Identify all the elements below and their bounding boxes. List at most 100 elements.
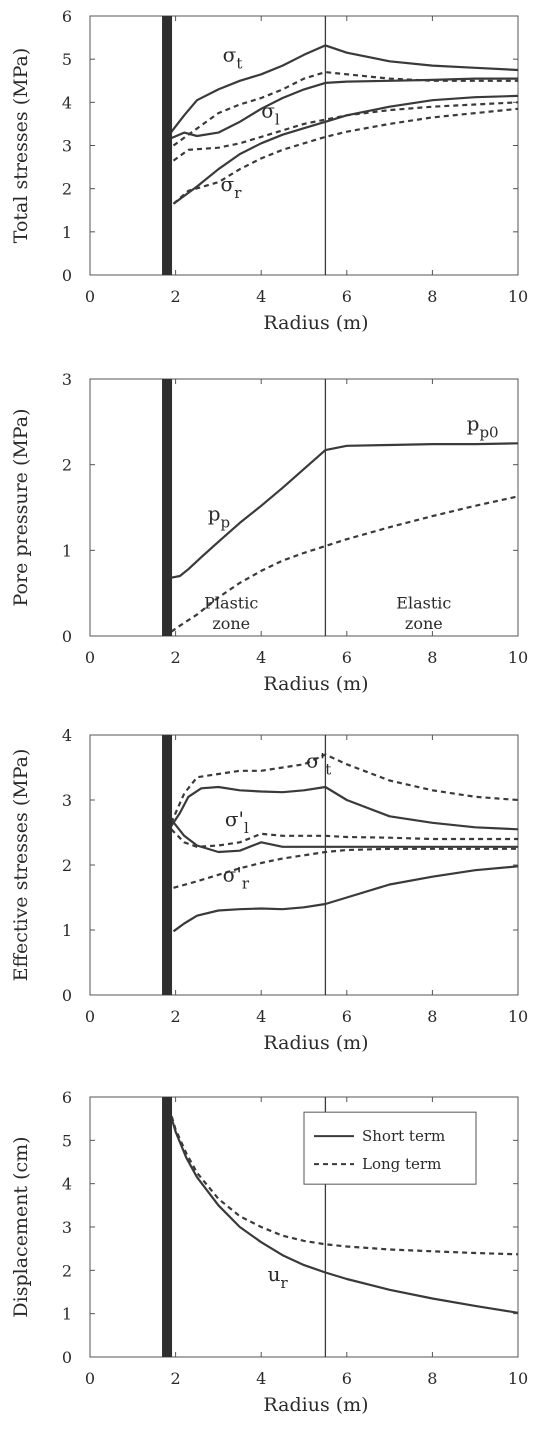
curve-label-symbol: σ' <box>306 749 325 773</box>
zone-label: zone <box>212 614 250 633</box>
x-tick-label: 6 <box>342 648 352 667</box>
x-tick-label: 0 <box>85 287 95 306</box>
y-axis-label: Effective stresses (MPa) <box>10 749 32 982</box>
series-line-6-dashed <box>173 847 518 889</box>
series-line-4-dashed <box>172 70 518 147</box>
plot-frame <box>89 378 519 637</box>
y-tick-label: 3 <box>62 370 72 389</box>
y-tick-label: 1 <box>62 541 72 560</box>
curve-label-symbol: σ <box>221 172 235 196</box>
y-tick-label: 4 <box>62 1175 72 1194</box>
plot-frame <box>89 734 519 996</box>
curve-label-subscript: r <box>234 184 242 202</box>
y-tick-label: 0 <box>62 1348 72 1367</box>
series-line-2-solid <box>170 818 518 854</box>
x-tick-label: 2 <box>171 1369 181 1388</box>
chart-panel-4: 0 2 4 6 8 10 0 1 2 3 4 5 6 Radius (m) Displacement (cm… <box>10 1088 528 1416</box>
x-tick-label: 6 <box>342 1369 352 1388</box>
tunnel-wall-bar <box>162 1097 173 1357</box>
legend-label-long-term: Long term <box>362 1155 441 1173</box>
y-axis-label: Pore pressure (MPa) <box>10 409 32 607</box>
curve-label-symbol: p <box>467 411 480 435</box>
legend-box <box>303 1111 477 1185</box>
series-line-4-dashed <box>170 753 519 824</box>
curve-label-2: σ'l <box>225 807 249 837</box>
x-axis-label: Radius (m) <box>263 312 368 334</box>
curve-label-symbol: p <box>208 501 221 525</box>
curve-label-3: σ'r <box>223 862 250 892</box>
x-axis-label: Radius (m) <box>263 1032 368 1054</box>
tunnel-wall-bar <box>162 16 173 275</box>
series-line-5-dashed <box>170 828 518 848</box>
x-tick-label: 6 <box>342 287 352 306</box>
x-axis-label: Radius (m) <box>263 1394 368 1416</box>
series-line-1-solid <box>170 785 519 831</box>
curve-label-symbol: σ' <box>223 862 242 886</box>
tunnel-wall-bar <box>162 735 173 995</box>
x-tick-label: 0 <box>85 1369 95 1388</box>
x-tick-label: 2 <box>171 648 181 667</box>
y-tick-label: 4 <box>62 726 72 745</box>
tunnel-wall-bar <box>162 379 173 636</box>
y-tick-label: 5 <box>62 1131 72 1150</box>
x-axis-label: Radius (m) <box>263 673 368 695</box>
curve-label-1: σt <box>223 42 243 72</box>
series-line-1-solid <box>168 1109 519 1314</box>
zone-label: zone <box>405 614 443 633</box>
x-tick-label: 0 <box>85 648 95 667</box>
x-tick-label: 10 <box>508 287 528 306</box>
y-tick-label: 2 <box>62 856 72 875</box>
y-tick-label: 1 <box>62 921 72 940</box>
y-axis-label: Total stresses (MPa) <box>10 48 32 244</box>
curve-label-subscript: r <box>281 1274 289 1292</box>
x-tick-label: 4 <box>256 1369 266 1388</box>
y-tick-label: 2 <box>62 180 72 199</box>
chart-panel-2: 0 2 4 6 8 10 0 1 2 3 Radius (m) Pore pressure (MPa)… <box>10 370 528 695</box>
series-line-3-solid <box>172 865 519 933</box>
x-tick-label: 6 <box>342 1007 352 1026</box>
y-tick-label: 0 <box>62 627 72 646</box>
curve-label-1: pp <box>208 501 230 531</box>
x-tick-label: 4 <box>256 1007 266 1026</box>
x-tick-label: 0 <box>85 1007 95 1026</box>
curve-label-2: σl <box>261 98 280 128</box>
curve-label-subscript: t <box>236 54 242 72</box>
y-tick-label: 2 <box>62 456 72 475</box>
y-tick-label: 0 <box>62 266 72 285</box>
x-tick-label: 8 <box>427 1007 437 1026</box>
curve-label-3: σr <box>221 172 243 202</box>
curve-label-subscript: p <box>221 513 231 531</box>
y-tick-label: 5 <box>62 50 72 69</box>
y-tick-label: 0 <box>62 986 72 1005</box>
series-line-2-dashed <box>170 495 519 633</box>
curve-label-1: σ't <box>306 749 331 779</box>
y-tick-label: 4 <box>62 93 72 112</box>
x-tick-label: 8 <box>427 648 437 667</box>
series-line-5-dashed <box>172 101 519 162</box>
zone-label: Plastic <box>204 594 258 613</box>
series-line-1-solid <box>168 44 519 136</box>
y-tick-label: 1 <box>62 1305 72 1324</box>
curve-label-symbol: σ <box>261 98 275 122</box>
y-tick-label: 3 <box>62 137 72 156</box>
y-tick-label: 1 <box>62 223 72 242</box>
chart-panel-3: 0 2 4 6 8 10 0 1 2 3 4 Radius (m) Effective stresses… <box>10 726 528 1054</box>
x-tick-label: 2 <box>171 287 181 306</box>
chart-panel-1: 0 2 4 6 8 10 0 1 2 3 4 5 6 Radius (m) Total stresses (… <box>10 7 528 334</box>
curve-label-subscript: l <box>275 110 280 128</box>
y-tick-label: 3 <box>62 1218 72 1237</box>
x-tick-label: 4 <box>256 287 266 306</box>
x-tick-label: 8 <box>427 287 437 306</box>
y-tick-label: 6 <box>62 7 72 26</box>
x-tick-label: 10 <box>508 1369 528 1388</box>
curve-label-symbol: σ' <box>225 807 244 831</box>
y-tick-label: 6 <box>62 1088 72 1107</box>
series-line-2-dashed <box>168 1107 519 1256</box>
series-line-3-solid <box>172 94 519 205</box>
curve-label-symbol: σ <box>223 42 237 66</box>
legend-label-short-term: Short term <box>362 1127 445 1145</box>
y-tick-label: 3 <box>62 791 72 810</box>
curve-label-2: pp0 <box>467 411 499 441</box>
zone-label: Elastic <box>396 594 451 613</box>
x-tick-label: 8 <box>427 1369 437 1388</box>
